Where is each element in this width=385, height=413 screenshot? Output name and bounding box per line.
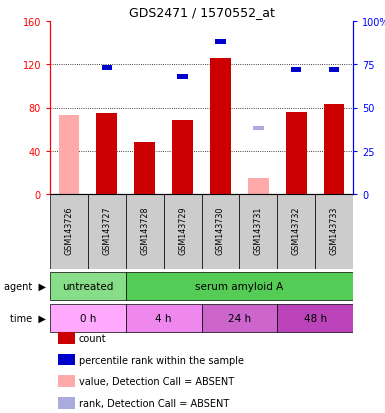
Text: serum amyloid A: serum amyloid A [195,281,283,291]
Text: value, Detection Call = ABSENT: value, Detection Call = ABSENT [79,376,234,386]
Text: GSM143726: GSM143726 [64,206,74,255]
Text: GSM143728: GSM143728 [140,206,149,255]
Text: percentile rank within the sample: percentile rank within the sample [79,355,244,365]
Text: GSM143727: GSM143727 [102,206,111,255]
Bar [50,304,126,332]
Text: rank, Detection Call = ABSENT: rank, Detection Call = ABSENT [79,398,229,408]
Title: GDS2471 / 1570552_at: GDS2471 / 1570552_at [129,7,275,19]
Bar [248,178,269,195]
Bar [96,114,117,195]
Bar [239,195,277,269]
Bar [286,113,306,195]
Text: GSM143730: GSM143730 [216,206,225,254]
Bar [329,68,339,73]
Text: GSM143731: GSM143731 [254,206,263,254]
Bar [126,195,164,269]
Bar [253,127,263,131]
Bar [215,40,226,45]
Bar [291,68,301,73]
Text: 0 h: 0 h [80,313,96,323]
Bar [201,304,277,332]
Text: GSM143733: GSM143733 [330,206,338,254]
Text: untreated: untreated [62,281,114,291]
Bar [324,105,345,195]
Bar [164,195,201,269]
Bar [210,59,231,195]
Text: 48 h: 48 h [303,313,327,323]
Text: 4 h: 4 h [156,313,172,323]
Bar [102,66,112,71]
Bar [172,121,193,195]
Bar [126,272,353,300]
Text: time  ▶: time ▶ [10,313,46,323]
Text: agent  ▶: agent ▶ [4,281,46,291]
Bar [277,195,315,269]
Bar [201,195,239,269]
Bar [277,304,353,332]
Bar [59,116,79,195]
Text: count: count [79,333,107,343]
Bar [315,195,353,269]
Bar [50,195,88,269]
Bar [134,143,155,195]
Bar [50,272,126,300]
Text: GSM143729: GSM143729 [178,206,187,255]
Bar [88,195,126,269]
Bar [126,304,201,332]
Text: 24 h: 24 h [228,313,251,323]
Bar [177,74,188,80]
Text: GSM143732: GSM143732 [292,206,301,255]
